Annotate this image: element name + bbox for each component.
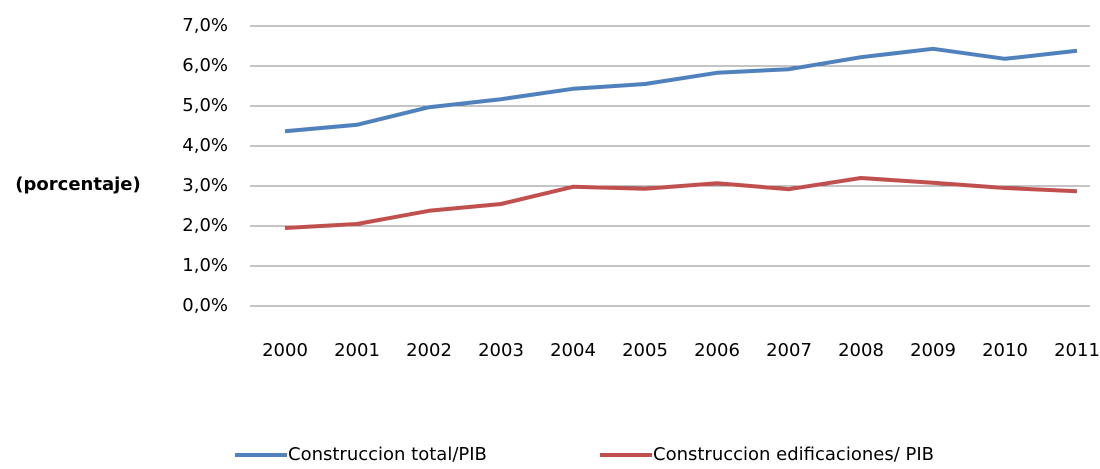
- legend-label: Construccion edificaciones/ PIB: [653, 444, 934, 465]
- x-tick-label: 2009: [910, 340, 956, 361]
- legend-label: Construccion total/PIB: [288, 444, 487, 465]
- y-tick-label: 3,0%: [182, 175, 228, 196]
- x-tick-label: 2002: [406, 340, 452, 361]
- y-tick-label: 2,0%: [182, 215, 228, 236]
- x-tick-label: 2010: [982, 340, 1028, 361]
- x-tick-label: 2011: [1054, 340, 1100, 361]
- x-tick-label: 2005: [622, 340, 668, 361]
- y-tick-label: 5,0%: [182, 95, 228, 116]
- x-tick-label: 2006: [694, 340, 740, 361]
- y-tick-label: 7,0%: [182, 15, 228, 36]
- series-line: [284, 46, 1078, 134]
- y-tick-label: 1,0%: [182, 255, 228, 276]
- x-tick-label: 2003: [478, 340, 524, 361]
- y-tick-label: 6,0%: [182, 55, 228, 76]
- x-tick-label: 2000: [262, 340, 308, 361]
- x-tick-label: 2008: [838, 340, 884, 361]
- y-tick-label: 0,0%: [182, 295, 228, 316]
- y-axis-label: (porcentaje): [15, 174, 140, 195]
- x-tick-label: 2001: [334, 340, 380, 361]
- x-tick-label: 2004: [550, 340, 596, 361]
- series-line: [284, 176, 1078, 230]
- x-tick-label: 2007: [766, 340, 812, 361]
- y-tick-label: 4,0%: [182, 135, 228, 156]
